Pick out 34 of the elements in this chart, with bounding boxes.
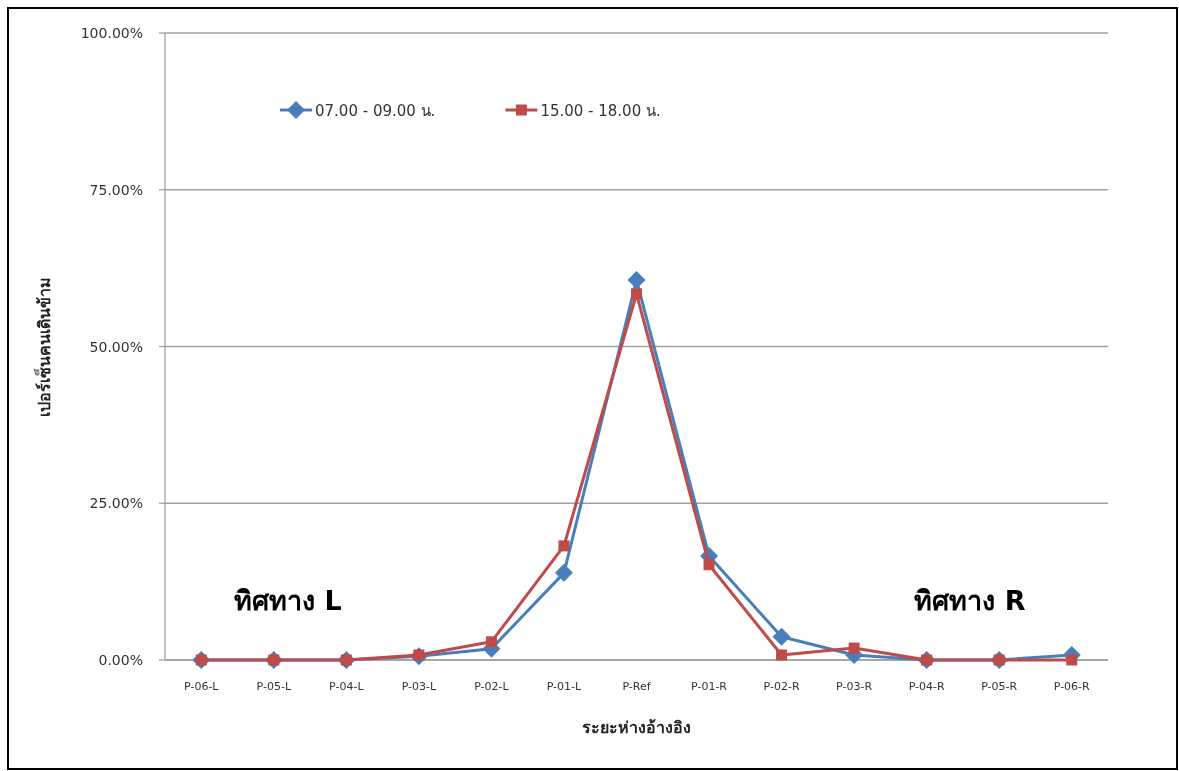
legend-label: 15.00 - 18.00 น. (540, 102, 661, 120)
y-tick-label: 0.00% (98, 652, 143, 668)
x-tick-label: P-05-R (981, 680, 1018, 693)
annotation: ทิศทาง R (914, 585, 1026, 616)
x-tick-label: P-05-L (256, 680, 292, 693)
point (848, 642, 860, 654)
annotation: ทิศทาง L (234, 585, 342, 616)
x-tick-label: P-01-R (691, 680, 728, 693)
y-axis-title: เปอร์เซ็นคนเดินข้าม (33, 276, 54, 417)
x-tick-label: P-06-L (184, 680, 220, 693)
x-tick-label: P-03-R (836, 680, 873, 693)
x-tick-label: P-04-R (908, 680, 945, 693)
x-axis-title: ระยะห่างอ้างอิง (582, 718, 691, 737)
point (703, 559, 715, 571)
point (485, 636, 497, 648)
point (631, 288, 642, 300)
x-tick-label: P-06-R (1053, 680, 1091, 693)
point (772, 627, 791, 646)
y-tick-label: 100.00% (80, 25, 143, 41)
legend-label: 07.00 - 09.00 น. (315, 102, 436, 120)
y-tick-label: 25.00% (89, 495, 143, 512)
point (776, 649, 788, 661)
x-tick-label: P-Ref (622, 680, 652, 693)
x-tick-label: P-02-R (763, 680, 800, 693)
x-tick-label: P-01-L (546, 680, 583, 693)
y-tick-label: 50.00% (89, 338, 143, 355)
point (558, 540, 570, 552)
point (627, 271, 646, 290)
y-tick-label: 75.00% (89, 181, 143, 198)
x-tick-label: P-04-L (329, 680, 365, 693)
point (554, 563, 573, 582)
x-tick-label: P-03-L (401, 680, 437, 693)
point (1066, 654, 1078, 666)
x-tick-label: P-02-L (474, 680, 510, 693)
